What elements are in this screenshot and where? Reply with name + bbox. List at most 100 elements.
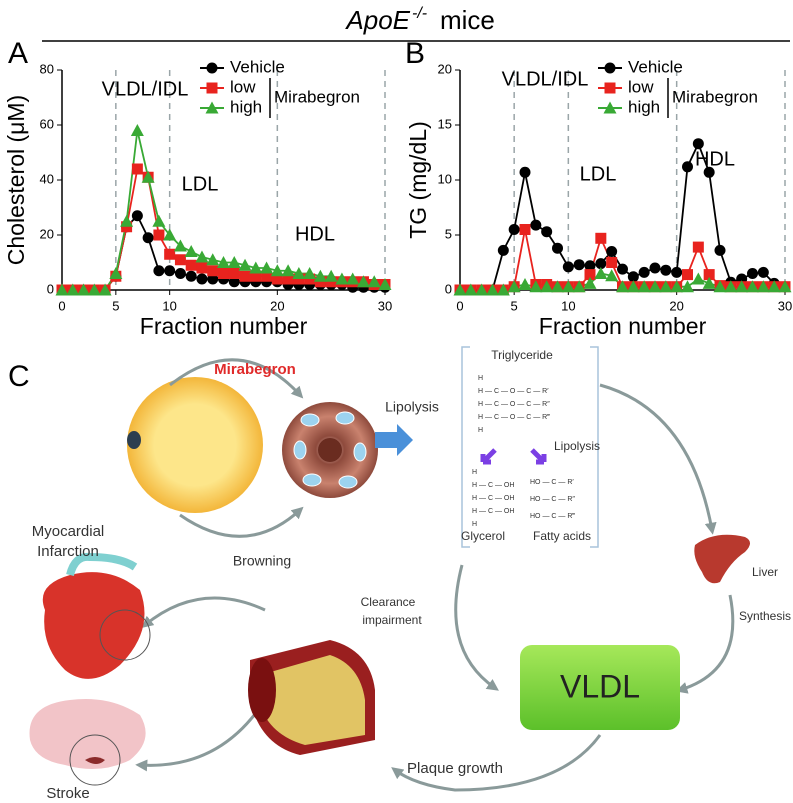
marker [757, 266, 769, 278]
chem-line: H — C — O — C — R′ [478, 388, 549, 395]
x-tick-label: 30 [778, 298, 792, 313]
region-label: LDL [182, 173, 219, 195]
marker [637, 280, 651, 293]
vldl-box [520, 645, 680, 730]
chart: B VLDL/IDL LDL HDL 0 5 10 15 20 0 5 10 20 30 TG (mg/dL… [405, 37, 792, 339]
y-tick-label: 60 [40, 116, 54, 131]
region-label: VLDL/IDL [502, 68, 589, 90]
marker [617, 263, 628, 275]
arrow [675, 594, 735, 694]
marker [335, 272, 349, 285]
marker [153, 265, 165, 277]
marker [173, 239, 187, 252]
marker [519, 224, 531, 235]
chem-structure: H H — C — O — C — R′ H — C — O — C — R″ H —… [472, 375, 575, 528]
marker [778, 280, 792, 293]
marker [217, 256, 230, 268]
marker [260, 261, 274, 274]
marker [616, 280, 629, 293]
marker [530, 219, 542, 231]
marker [595, 232, 607, 244]
marker [604, 62, 616, 74]
marker [77, 283, 91, 296]
legend-label: high [628, 97, 660, 116]
liver-icon [694, 534, 750, 584]
mi-label: Myocardial [32, 523, 105, 540]
charts: A VLDL/IDL LDL HDL 0 20 40 60 80 0 5 10 20 30 Choleste… [3, 37, 792, 339]
marker [378, 278, 392, 290]
marker [346, 272, 360, 285]
chem-line: H [472, 521, 477, 528]
marker [195, 250, 209, 263]
legend-group-label: Mirabegron [672, 87, 758, 106]
marker [604, 82, 616, 94]
fatty-acids-label: Fatty acids [533, 529, 591, 543]
legend-label: high [230, 97, 262, 116]
marker [671, 266, 683, 278]
synthesis-label: Synthesis [739, 609, 791, 623]
marker [561, 280, 575, 293]
marker [552, 242, 563, 254]
block-arrow [375, 424, 413, 456]
purple-arrow [530, 448, 547, 465]
region-label: VLDL/IDL [102, 78, 189, 100]
white-adipocyte [127, 377, 263, 513]
marker [497, 244, 509, 256]
marker [205, 101, 219, 114]
marker [540, 280, 554, 293]
marker [475, 283, 489, 296]
marker [281, 264, 295, 277]
marker [692, 241, 704, 253]
chem-line: H — C — O — C — R″ [478, 401, 550, 408]
y-tick-label: 80 [40, 61, 54, 76]
bracket [461, 346, 599, 548]
y-tick-label: 10 [438, 171, 452, 186]
marker [55, 283, 69, 296]
marker [670, 280, 684, 293]
heart-icon [42, 552, 151, 679]
chem-line: H [472, 469, 477, 476]
marker [735, 280, 749, 293]
x-tick-label: 10 [561, 298, 575, 313]
marker [660, 264, 672, 276]
marker [529, 280, 543, 293]
y-tick-label: 5 [445, 226, 452, 241]
marker [174, 254, 186, 266]
title-rest: mice [440, 5, 495, 35]
arrow [454, 564, 499, 691]
marker [164, 248, 176, 260]
title-superscript: -/- [412, 5, 427, 22]
marker [141, 170, 155, 183]
arrow [391, 734, 602, 792]
arrow [599, 383, 717, 535]
drug-label: Mirabegron [214, 361, 296, 378]
y-tick-label: 40 [40, 171, 54, 186]
x-tick-label: 10 [162, 298, 176, 313]
y-axis-label: Cholesterol (μM) [3, 95, 29, 265]
marker [626, 280, 640, 293]
marker [239, 270, 251, 282]
plaque-label: Plaque growth [407, 760, 503, 777]
marker [249, 261, 263, 274]
figure-title: ApoE -/- mice [42, 5, 790, 42]
marker [756, 280, 770, 293]
x-tick-label: 5 [112, 298, 119, 313]
nucleus [127, 431, 141, 449]
y-tick-label: 20 [438, 61, 452, 76]
marker [649, 262, 661, 274]
marker [692, 138, 704, 150]
marker [713, 280, 727, 293]
marker [206, 82, 218, 94]
marker [153, 229, 165, 241]
marker [130, 124, 144, 136]
arrow [141, 596, 266, 629]
chart: A VLDL/IDL LDL HDL 0 20 40 60 80 0 5 10 20 30 Choleste… [3, 37, 392, 339]
mitochondria [293, 411, 367, 489]
diagram: C [8, 346, 791, 802]
marker [164, 265, 176, 277]
legend-label: low [628, 77, 654, 96]
marker [174, 268, 186, 279]
legend-label: Vehicle [230, 57, 285, 76]
brain-icon [29, 699, 146, 786]
